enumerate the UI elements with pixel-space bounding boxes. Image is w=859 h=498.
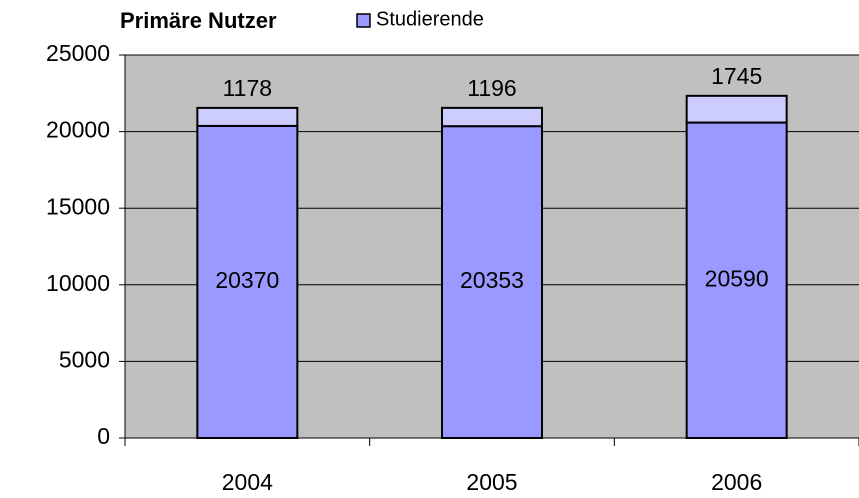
- legend-swatch: [356, 13, 371, 28]
- legend-label: Studierende: [376, 8, 484, 30]
- data-label: 20353: [460, 267, 524, 293]
- bar-segment: [441, 106, 543, 128]
- y-tick-label: 15000: [46, 193, 110, 219]
- bar-segment: [196, 106, 299, 127]
- data-label: 1196: [467, 75, 516, 101]
- x-tick-label: 2006: [711, 469, 762, 495]
- data-label: 1745: [711, 63, 762, 89]
- y-tick-label: 20000: [46, 117, 110, 143]
- data-label: 1178: [223, 75, 272, 101]
- bar-segment: [441, 125, 543, 439]
- x-tick-label: 2004: [222, 469, 273, 495]
- y-tick-label: 10000: [46, 270, 110, 296]
- y-tick-label: 0: [97, 423, 110, 449]
- data-label: 20590: [705, 265, 769, 291]
- bar-segment: [685, 121, 788, 440]
- x-tick-label: 2005: [466, 469, 517, 495]
- bar-segment: [685, 94, 788, 124]
- chart-title: Primäre Nutzer: [120, 8, 277, 33]
- bar-segment: [196, 124, 299, 439]
- y-tick-label: 5000: [59, 346, 110, 372]
- y-tick-label: 25000: [46, 40, 110, 66]
- data-label: 20370: [215, 267, 279, 293]
